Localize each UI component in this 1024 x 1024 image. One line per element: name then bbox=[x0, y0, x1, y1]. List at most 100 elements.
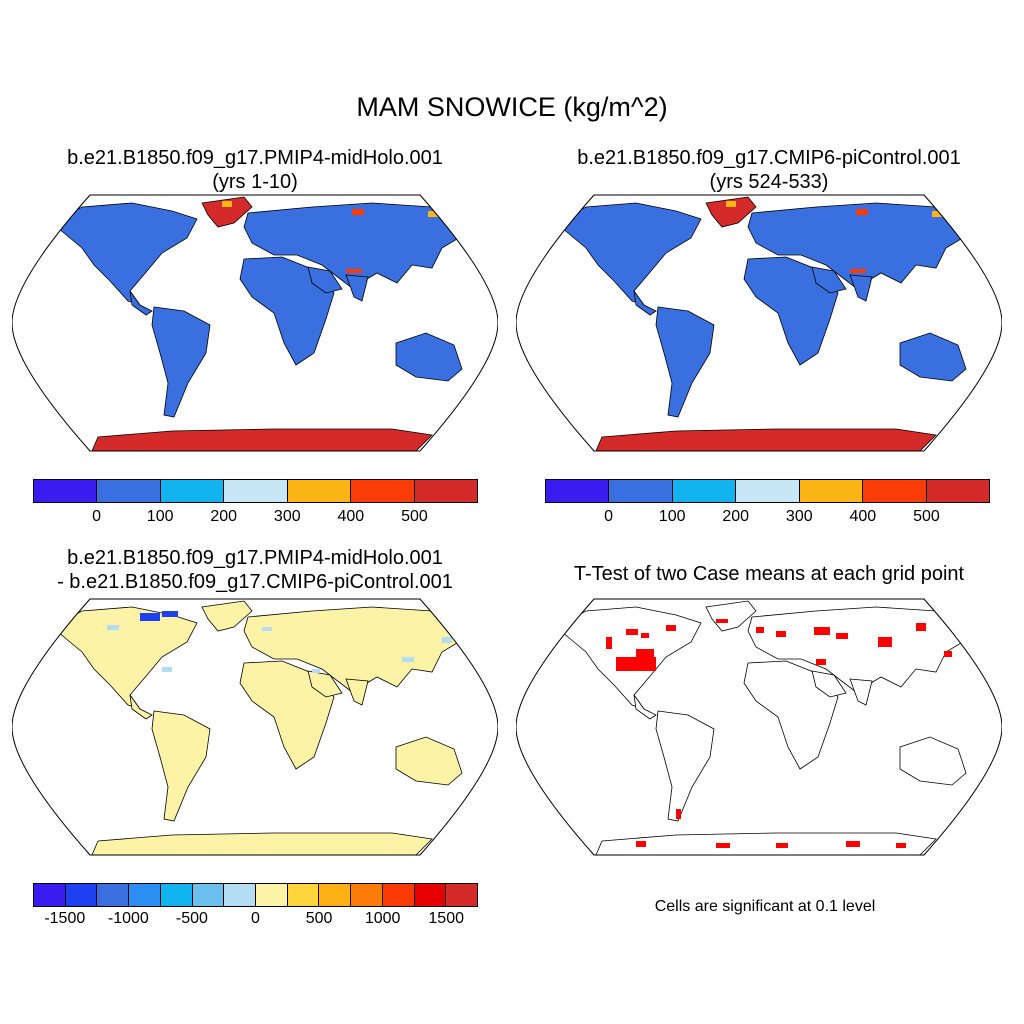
figure-title: MAM SNOWICE (kg/m^2) bbox=[356, 92, 668, 122]
land-antarctica bbox=[91, 832, 433, 855]
panel-1-map bbox=[11, 193, 499, 453]
land-arabia bbox=[811, 266, 847, 294]
significant-cell bbox=[916, 623, 926, 631]
land-antarctica bbox=[595, 428, 937, 451]
colorbar-swatch-2 bbox=[672, 480, 737, 502]
land-india bbox=[849, 274, 873, 302]
landmasses bbox=[42, 196, 473, 451]
significant-cell bbox=[816, 659, 826, 665]
colorbar-swatch-9 bbox=[319, 884, 352, 906]
land-south-america bbox=[151, 306, 211, 418]
panel-2-title: b.e21.B1850.f09_g17.CMIP6-piControl.001 … bbox=[519, 146, 1019, 194]
significant-cell bbox=[636, 649, 654, 657]
snow-hotspot bbox=[726, 201, 736, 207]
land-central-america bbox=[633, 694, 657, 720]
colorbar-swatch-3 bbox=[736, 480, 800, 502]
panel-3-title-line2: - b.e21.B1850.f09_g17.CMIP6-piControl.00… bbox=[57, 571, 453, 593]
colorbar-tick-label: 100 bbox=[658, 508, 686, 525]
panel-2-colorbar-labels: 0 100 200 300 400 500 bbox=[0, 508, 1024, 528]
panel-3-title: b.e21.B1850.f09_g17.PMIP4-midHolo.001 - … bbox=[5, 546, 505, 594]
diff-strong-negative-patch bbox=[162, 611, 178, 617]
significant-cell bbox=[944, 651, 952, 657]
land-australia bbox=[899, 736, 967, 786]
map-svg bbox=[515, 194, 1003, 452]
panel-3-colorbar bbox=[33, 883, 478, 907]
land-greenland bbox=[705, 600, 757, 632]
land-greenland bbox=[201, 600, 253, 632]
snow-hotspot bbox=[222, 201, 232, 207]
colorbar-swatch-13 bbox=[446, 884, 478, 906]
land-central-america bbox=[129, 694, 153, 720]
significant-cell bbox=[716, 619, 728, 623]
map-border bbox=[11, 598, 499, 856]
significant-cell bbox=[636, 841, 646, 847]
colorbar-tick-label: 0 bbox=[92, 508, 102, 525]
significant-cell bbox=[626, 629, 638, 635]
significant-cell bbox=[756, 627, 764, 633]
panel-1-title-line2: (yrs 1-10) bbox=[212, 171, 298, 193]
significant-cell bbox=[776, 631, 786, 637]
snow-hotspot bbox=[42, 207, 50, 213]
panel-1-title-line1: b.e21.B1850.f09_g17.PMIP4-midHolo.001 bbox=[67, 147, 443, 169]
colorbar-swatch-0 bbox=[34, 480, 98, 502]
significant-cell bbox=[896, 843, 906, 848]
significant-cell bbox=[641, 633, 649, 638]
significant-cell bbox=[814, 627, 830, 635]
diff-negative-patch bbox=[312, 669, 320, 673]
map-border bbox=[11, 194, 499, 452]
land-australia bbox=[395, 736, 463, 786]
colorbar-tick-label: 1000 bbox=[364, 910, 401, 927]
land-arabia bbox=[811, 670, 847, 698]
colorbar-tick-label: 500 bbox=[305, 910, 333, 927]
land-india bbox=[345, 274, 369, 302]
colorbar-swatch-6 bbox=[224, 884, 257, 906]
colorbar-swatch-7 bbox=[256, 884, 288, 906]
colorbar-swatch-6 bbox=[926, 480, 989, 502]
colorbar-tick-label: 300 bbox=[785, 508, 813, 525]
panel-3-map bbox=[11, 597, 499, 857]
panel-1-colorbar-labels: 0 100 200 300 400 500 bbox=[0, 508, 1024, 528]
colorbar-tick-label: 100 bbox=[146, 508, 174, 525]
landmasses bbox=[546, 196, 977, 451]
colorbar-swatch-3 bbox=[224, 480, 288, 502]
colorbar-tick-label: 200 bbox=[722, 508, 750, 525]
panel-3-colorbar-labels: -1500 -1000 -500 0 500 1000 1500 bbox=[0, 910, 1024, 930]
colorbar-swatch-1 bbox=[97, 480, 161, 502]
snow-hotspot bbox=[850, 269, 866, 273]
panel-4-map bbox=[515, 597, 1003, 857]
snow-hotspot bbox=[546, 207, 554, 213]
colorbar-tick-label: 400 bbox=[849, 508, 877, 525]
land-south-america bbox=[655, 306, 715, 418]
colorbar-tick-label: 500 bbox=[401, 508, 428, 525]
snow-hotspot bbox=[932, 211, 942, 217]
colorbar-swatch-3 bbox=[129, 884, 161, 906]
colorbar-swatch-0 bbox=[546, 480, 610, 502]
colorbar-tick-label: 200 bbox=[210, 508, 238, 525]
significant-cell bbox=[836, 633, 848, 639]
land-greenland bbox=[201, 196, 253, 228]
land-australia bbox=[899, 332, 967, 382]
snow-hotspot bbox=[856, 209, 868, 215]
colorbar-swatch-1 bbox=[65, 884, 98, 906]
snow-hotspot bbox=[346, 269, 362, 273]
map-border bbox=[515, 598, 1003, 856]
landmasses bbox=[555, 600, 977, 855]
colorbar-swatch-12 bbox=[414, 884, 447, 906]
significant-cell bbox=[878, 637, 892, 647]
land-north-america bbox=[51, 202, 198, 306]
significant-cell bbox=[676, 809, 681, 819]
snow-hotspot bbox=[428, 211, 438, 217]
colorbar-tick-label: -1000 bbox=[107, 910, 149, 927]
panel-1-title: b.e21.B1850.f09_g17.PMIP4-midHolo.001 (y… bbox=[5, 146, 505, 194]
land-south-america bbox=[151, 710, 211, 822]
diff-negative-patch bbox=[262, 627, 272, 631]
colorbar-swatch-6 bbox=[414, 480, 477, 502]
colorbar-swatch-2 bbox=[160, 480, 225, 502]
colorbar-tick-label: 1500 bbox=[428, 910, 464, 927]
colorbar-swatch-5 bbox=[863, 480, 927, 502]
colorbar-swatch-2 bbox=[97, 884, 130, 906]
significant-cell bbox=[846, 841, 860, 847]
panel-2-colorbar bbox=[545, 479, 990, 503]
colorbar-tick-label: 0 bbox=[604, 508, 614, 525]
land-arabia bbox=[307, 670, 343, 698]
